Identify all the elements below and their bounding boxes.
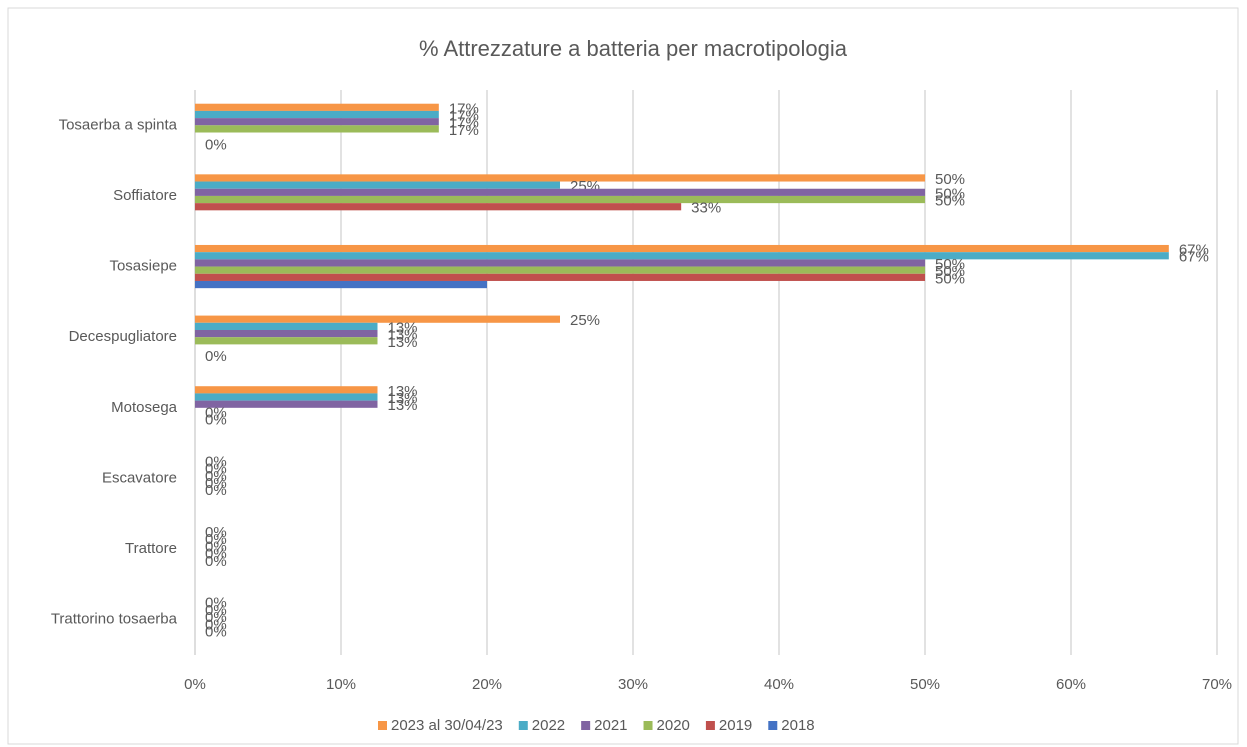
- x-tick-label: 30%: [618, 676, 648, 693]
- data-label: 50%: [935, 171, 965, 188]
- data-label: 0%: [205, 468, 227, 485]
- data-label: 50%: [935, 193, 965, 210]
- chart-title: % Attrezzature a batteria per macrotipol…: [419, 36, 848, 61]
- x-tick-label: 50%: [910, 676, 940, 693]
- y-tick-label: Motosega: [111, 399, 178, 416]
- data-label: 13%: [388, 334, 418, 351]
- y-tick-label: Tosaerba a spinta: [59, 116, 178, 133]
- legend-label: 2019: [719, 717, 752, 734]
- y-tick-label: Soffiatore: [113, 187, 177, 204]
- data-label: 13%: [388, 319, 418, 336]
- legend-label: 2018: [781, 717, 814, 734]
- bar: [195, 125, 439, 133]
- data-label: 0%: [205, 348, 227, 365]
- x-tick-label: 0%: [184, 676, 206, 693]
- data-label: 50%: [935, 185, 965, 202]
- bar: [195, 400, 378, 408]
- data-label: 0%: [205, 404, 227, 421]
- legend-swatch: [378, 721, 387, 730]
- data-label: 0%: [205, 475, 227, 492]
- x-tick-label: 40%: [764, 676, 794, 693]
- bar: [195, 110, 439, 119]
- data-label: 0%: [205, 412, 227, 429]
- y-tick-label: Trattorino tosaerba: [51, 611, 178, 628]
- data-label: 0%: [205, 602, 227, 619]
- data-label: 17%: [449, 122, 479, 139]
- data-label: 17%: [449, 107, 479, 124]
- bar: [195, 195, 925, 204]
- data-label: 50%: [935, 270, 965, 287]
- data-label: 13%: [388, 383, 418, 400]
- bar: [195, 337, 378, 345]
- data-label: 33%: [691, 200, 721, 217]
- bar: [195, 386, 378, 394]
- bar: [195, 273, 925, 281]
- data-label: 0%: [205, 616, 227, 633]
- data-label: 0%: [205, 595, 227, 612]
- bar: [195, 118, 439, 126]
- bar: [195, 315, 560, 323]
- x-tick-label: 20%: [472, 676, 502, 693]
- data-label: 50%: [935, 256, 965, 273]
- bar: [195, 259, 925, 267]
- y-tick-label: Tosasiepe: [109, 258, 177, 275]
- data-label: 0%: [205, 136, 227, 153]
- data-label: 0%: [205, 531, 227, 548]
- y-tick-label: Trattore: [125, 540, 177, 557]
- data-label: 0%: [205, 453, 227, 470]
- data-label: 0%: [205, 546, 227, 563]
- legend-swatch: [643, 721, 653, 730]
- legend-swatch: [705, 721, 715, 730]
- y-tick-label: Decespugliatore: [69, 328, 177, 345]
- data-label: 67%: [1179, 242, 1209, 259]
- bar: [195, 329, 378, 338]
- bar: [195, 103, 439, 111]
- data-label: 0%: [205, 482, 227, 499]
- legend-swatch: [768, 721, 778, 730]
- chart-frame: [7, 7, 1239, 745]
- bar: [195, 181, 560, 189]
- legend-swatch: [581, 721, 591, 730]
- bar: [195, 322, 378, 330]
- bar: [195, 252, 1169, 260]
- x-tick-label: 70%: [1202, 676, 1232, 693]
- legend-label: 2023 al 30/04/23: [391, 717, 503, 734]
- data-label: 50%: [935, 263, 965, 280]
- legend-label: 2022: [532, 717, 565, 734]
- data-label: 0%: [205, 553, 227, 570]
- bar: [195, 203, 682, 211]
- x-tick-label: 10%: [326, 676, 356, 693]
- data-label: 13%: [388, 327, 418, 344]
- data-label: 17%: [449, 100, 479, 117]
- data-label: 25%: [570, 312, 600, 329]
- data-label: 13%: [388, 390, 418, 407]
- data-label: 0%: [205, 538, 227, 555]
- data-label: 0%: [205, 461, 227, 478]
- bar: [195, 188, 925, 196]
- data-label: 13%: [388, 397, 418, 414]
- y-tick-label: Escavatore: [102, 469, 177, 486]
- data-label: 0%: [205, 623, 227, 640]
- legend-label: 2020: [657, 717, 690, 734]
- data-label: 0%: [205, 524, 227, 541]
- bar: [195, 244, 1169, 253]
- data-label: 67%: [1179, 249, 1209, 266]
- bar: [195, 174, 925, 182]
- legend-label: 2021: [594, 717, 627, 734]
- bar: [195, 280, 487, 289]
- data-label: 0%: [205, 609, 227, 626]
- bar: [195, 266, 925, 274]
- legend-swatch: [518, 721, 528, 730]
- bar: [195, 393, 378, 401]
- x-tick-label: 60%: [1056, 676, 1086, 693]
- data-label: 17%: [449, 115, 479, 132]
